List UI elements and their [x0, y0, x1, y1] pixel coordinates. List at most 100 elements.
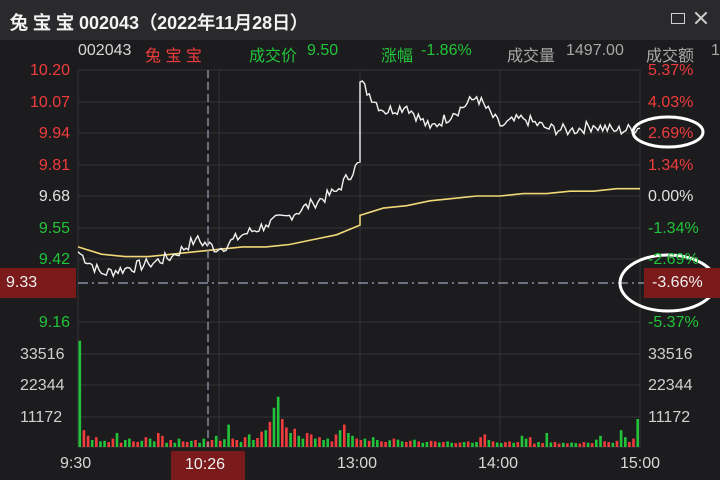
volume-bar: [219, 440, 222, 447]
volume-bar: [409, 440, 412, 447]
pct-tick: 5.37%: [648, 62, 694, 79]
volume-bar: [235, 440, 239, 447]
volume-bar: [615, 440, 619, 447]
volume-bar: [144, 437, 148, 447]
volume-bar: [214, 435, 218, 447]
volume-tick: 11172: [20, 409, 63, 426]
volume-bar: [425, 442, 429, 447]
volume-bar: [78, 340, 82, 447]
amount-label: 成交额: [646, 48, 695, 65]
volume-bar: [132, 441, 135, 447]
crosshair-price-label: 9.33: [0, 268, 76, 298]
volume-bar: [297, 435, 301, 447]
time-tick: 14:00: [478, 455, 519, 472]
volume-tick: 11172: [648, 409, 691, 426]
volume-bar: [210, 440, 214, 447]
volume-bar: [541, 443, 544, 447]
volume-bar: [628, 442, 631, 447]
volume-bar: [157, 433, 160, 447]
volume-bar: [595, 439, 598, 447]
volume-bar: [148, 438, 152, 447]
crosshair-time-label: 10:26: [171, 451, 245, 480]
price-tick: 9.94: [38, 125, 70, 142]
amount-value: 14: [711, 42, 720, 59]
volume-bar: [256, 438, 259, 447]
window-title: 兔 宝 宝 002043（2022年11月28日）: [10, 13, 309, 33]
volume-bar: [314, 438, 317, 447]
volume-bar: [128, 438, 131, 447]
minimize-icon[interactable]: [670, 10, 686, 26]
volume-bar: [243, 437, 247, 447]
volume-bar: [524, 438, 528, 447]
volume-bar: [533, 443, 536, 447]
volume-bar: [124, 440, 127, 447]
volume-bar: [190, 440, 193, 447]
volume-bar: [367, 440, 371, 447]
volume-bar: [351, 435, 354, 447]
volume-bar: [438, 442, 441, 447]
crosshair-pct-label: -3.66%: [644, 268, 720, 298]
volume-bar: [169, 440, 172, 447]
volume-bar: [417, 441, 420, 447]
volume-bar: [495, 442, 499, 447]
volume-bar: [442, 442, 445, 447]
volume-bar: [82, 430, 86, 447]
volume-bar: [165, 442, 168, 447]
volume-bar: [520, 435, 524, 447]
volume-bar: [136, 442, 139, 447]
volume-bar: [231, 438, 234, 447]
volume-bar: [289, 433, 292, 447]
volume-tick: 22344: [20, 377, 65, 394]
pct-tick: 2.69%: [648, 125, 694, 142]
volume-bar: [119, 442, 123, 447]
price-tick: 9.81: [38, 157, 70, 174]
pct-tick: 0.00%: [648, 188, 694, 205]
volume-bar: [396, 439, 400, 447]
volume-value: 1497.00: [566, 42, 624, 59]
pct-tick: 1.34%: [648, 157, 694, 174]
volume-bar: [107, 442, 110, 447]
volume-bar: [223, 439, 226, 447]
price-tick: 9.68: [38, 188, 70, 205]
volume-bar: [272, 407, 276, 447]
pct-tick: -1.34%: [648, 220, 699, 237]
volume-bar: [599, 435, 602, 447]
volume-bar: [173, 442, 177, 447]
volume-bar: [475, 442, 478, 447]
volume-bar: [140, 440, 144, 447]
volume-bar: [421, 442, 425, 447]
volume-bar: [90, 440, 94, 447]
change-value: -1.86%: [421, 42, 472, 59]
volume-bar: [516, 442, 520, 447]
volume-bar: [227, 424, 230, 447]
volume-bar: [95, 437, 98, 447]
volume-bar: [111, 438, 115, 447]
volume-bar: [194, 440, 197, 447]
volume-bar: [177, 438, 181, 447]
volume-bar: [392, 438, 396, 447]
volume-bar: [202, 438, 206, 447]
volume-bar: [376, 440, 379, 447]
volume-bar: [462, 442, 466, 447]
price-label: 成交价: [249, 48, 298, 65]
volume-bar: [260, 431, 263, 447]
volume-bar: [380, 441, 383, 447]
volume-bar: [603, 441, 606, 447]
volume-bar: [413, 439, 416, 447]
volume-bar: [500, 443, 503, 447]
volume-bar: [570, 442, 573, 447]
price-tick: 10.20: [30, 62, 71, 79]
volume-bar: [636, 419, 639, 447]
volume-tick: 33516: [20, 346, 65, 363]
annotation-circle-top: [631, 115, 705, 149]
volume-bar: [161, 435, 164, 447]
volume-bar: [330, 441, 334, 447]
volume-bar: [371, 437, 375, 447]
volume-bar: [285, 427, 288, 447]
stock-name: 兔 宝 宝: [145, 48, 202, 65]
price-tick: 9.55: [38, 220, 70, 237]
change-label: 涨幅: [381, 48, 414, 65]
volume-bar: [504, 442, 507, 447]
volume-bar: [471, 442, 474, 447]
